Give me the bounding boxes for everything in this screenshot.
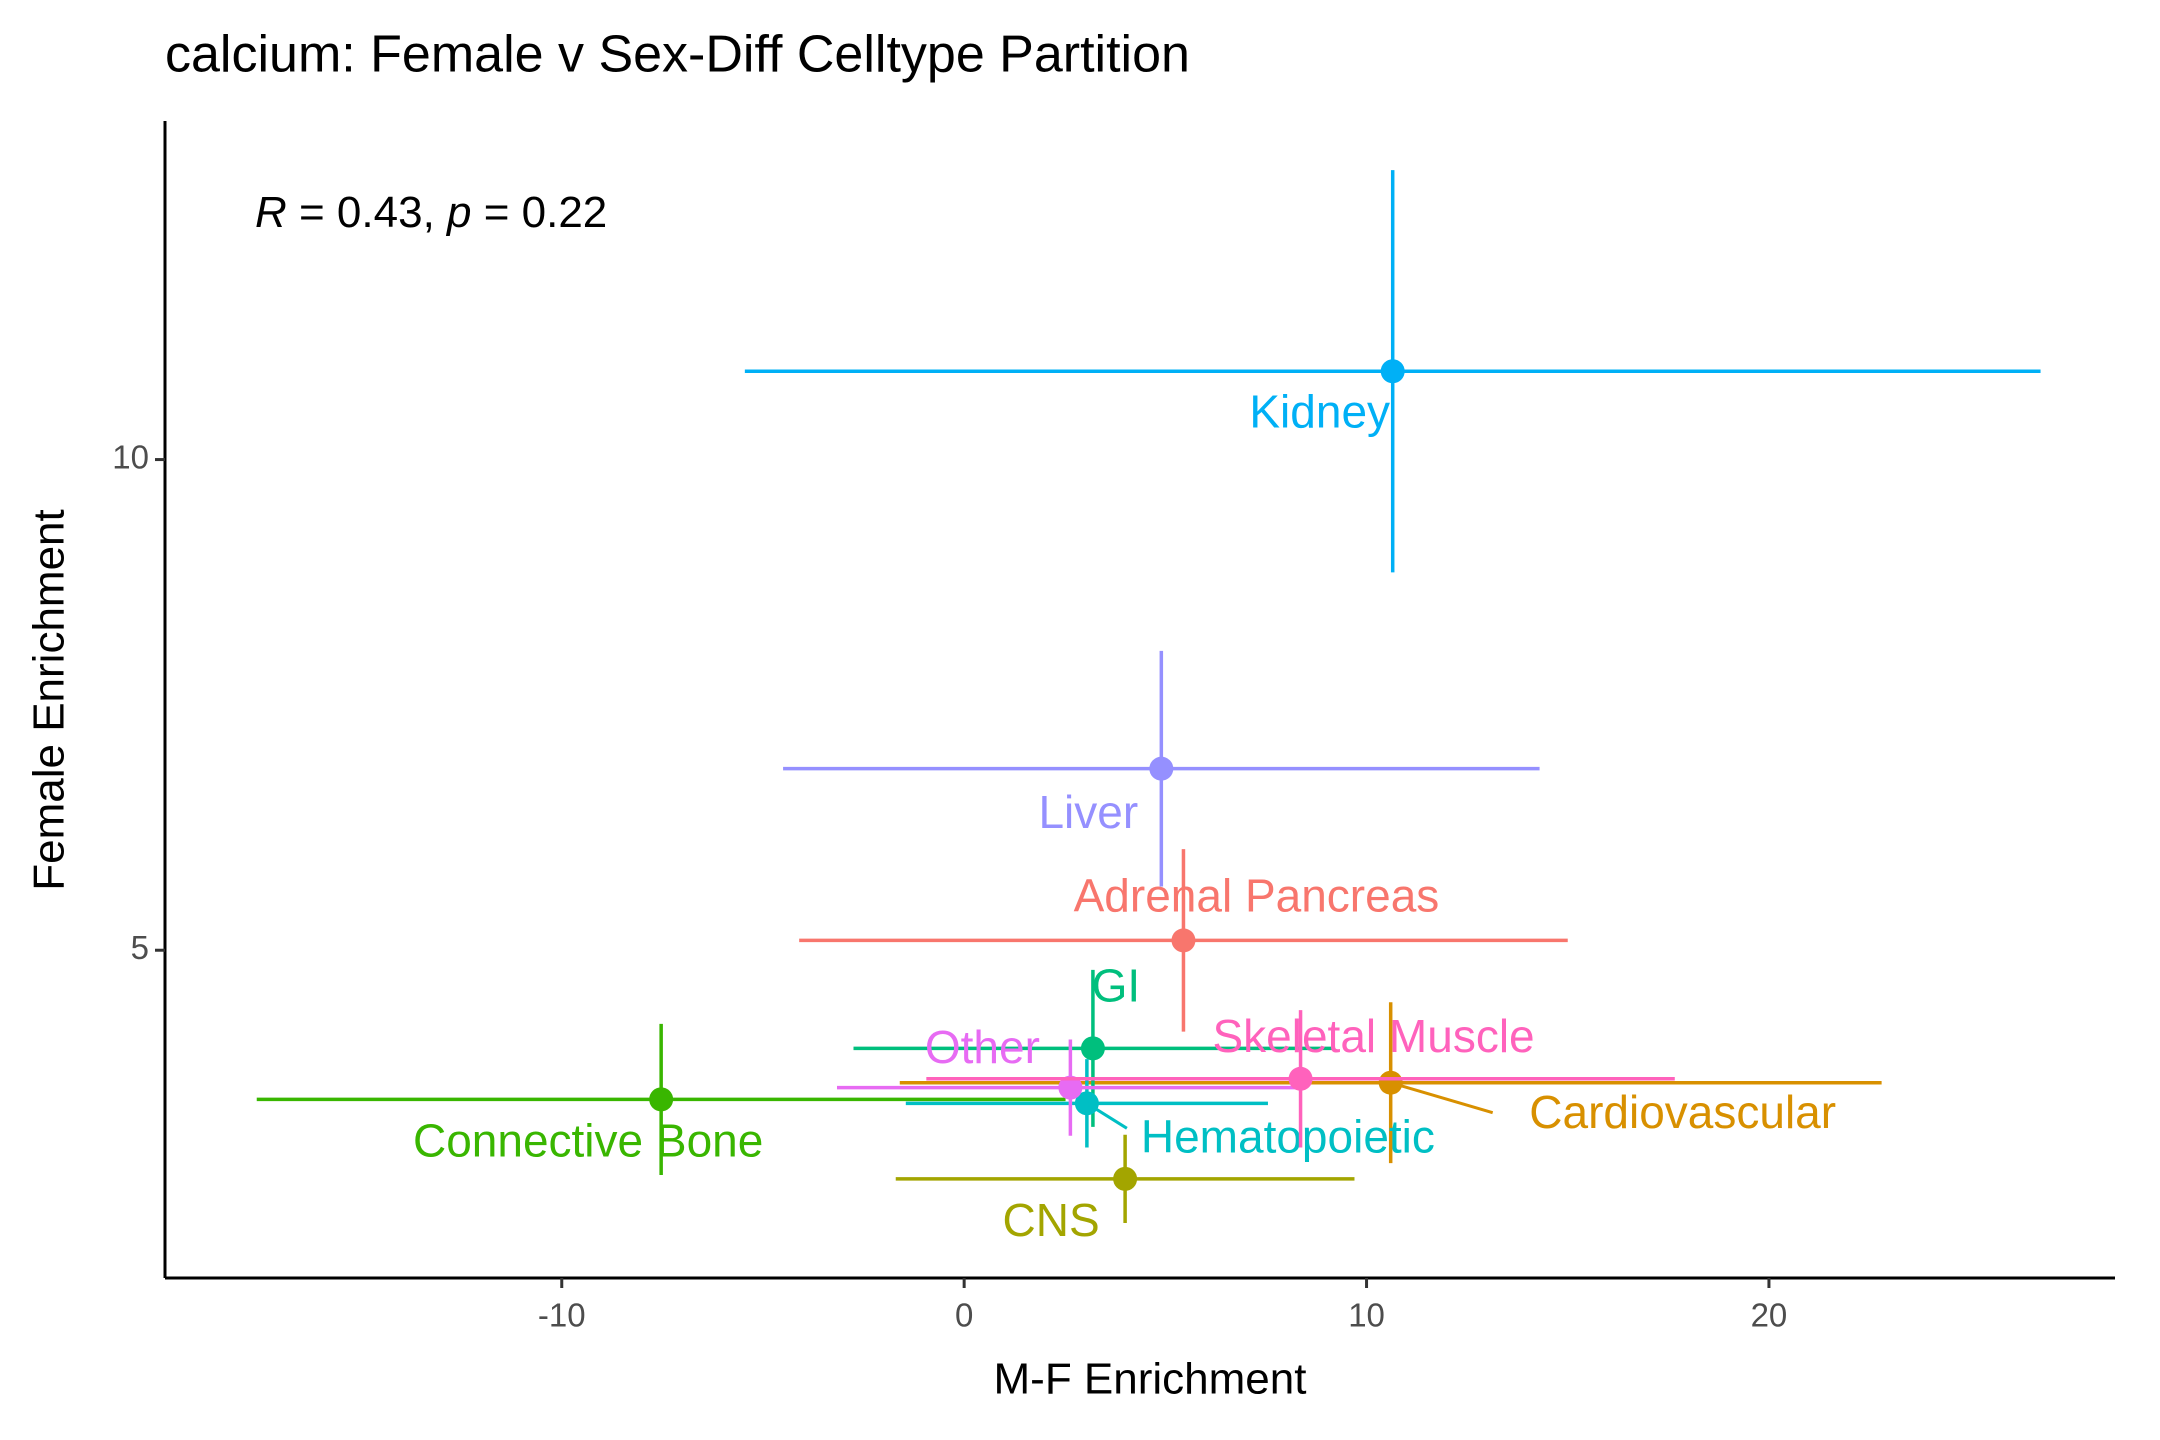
y-tick-label: 10 [112, 438, 149, 475]
x-tick-label: 10 [1348, 1297, 1385, 1334]
annotation: R = 0.43, p = 0.22 [255, 188, 607, 237]
annotation-part: = 0.22 [472, 188, 608, 237]
annotation-part: = 0.43, [287, 188, 447, 237]
point [649, 1087, 674, 1112]
point [1113, 1166, 1138, 1191]
point-label: Other [925, 1021, 1040, 1073]
point [1288, 1066, 1313, 1091]
y-tick-label: 5 [131, 929, 149, 966]
label-leader [1086, 1102, 1128, 1130]
point [1171, 928, 1196, 953]
point-label: Skeletal Muscle [1212, 1010, 1534, 1062]
y-axis-label: Female Enrichment [25, 509, 74, 890]
x-tick-label: 20 [1751, 1297, 1788, 1334]
annotation-part: p [445, 188, 471, 237]
point-label: Kidney [1249, 385, 1390, 437]
chart-title: calcium: Female v Sex-Diff Celltype Part… [165, 26, 1190, 84]
point [1380, 359, 1405, 384]
point-label: GI [1092, 960, 1141, 1012]
point-label: Adrenal Pancreas [1074, 870, 1440, 922]
point-label: Liver [1038, 786, 1138, 838]
point-label: CNS [1003, 1194, 1100, 1246]
point [1080, 1036, 1105, 1061]
point-label: Hematopoietic [1141, 1110, 1435, 1162]
x-tick-label: 0 [955, 1297, 973, 1334]
point-label: Connective Bone [413, 1115, 763, 1167]
label-leader [1390, 1081, 1494, 1115]
x-axis-label: M-F Enrichment [994, 1355, 1307, 1404]
point [1149, 756, 1174, 781]
x-tick-label: -10 [538, 1297, 586, 1334]
annotation-part: R [255, 188, 287, 237]
point-label: Cardiovascular [1529, 1086, 1836, 1138]
point [1058, 1075, 1083, 1100]
